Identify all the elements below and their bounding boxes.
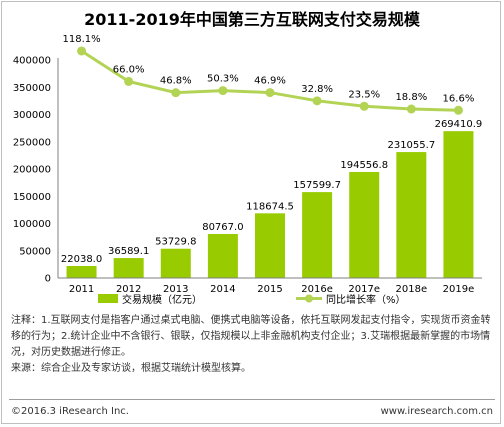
legend-bar-swatch [98, 294, 118, 303]
bar-value-label: 36589.1 [108, 246, 149, 257]
x-tick-label: 2014 [210, 284, 235, 295]
growth-line-series: 118.1% 66.0% 46.8% 50.3% 46.9% 32.8% 23.5% 18.8… [62, 34, 474, 115]
bar-value-label: 194556.8 [340, 160, 388, 171]
bar-2016e [302, 192, 333, 278]
bar-value-label: 80767.0 [202, 222, 243, 233]
bar-2015 [255, 213, 285, 278]
x-axis: 2011 2012 2013 2014 2015 2016e 2017e 2018e 2019e [58, 277, 482, 295]
bar-2017e [349, 171, 380, 278]
y-tick-label: 0 [45, 274, 51, 285]
bar-2014 [207, 233, 238, 278]
bar-2018e [396, 152, 427, 278]
x-tick-label: 2011 [69, 284, 94, 295]
growth-point-2012 [124, 76, 134, 86]
legend-line-marker [305, 294, 313, 303]
bar-value-label: 118674.5 [246, 201, 294, 212]
copyright: ©2016.3 iResearch Inc. [11, 406, 129, 417]
bar-series [66, 131, 474, 278]
x-tick-label: 2016e [301, 284, 333, 295]
x-tick-label: 2018e [396, 284, 428, 295]
y-tick-label: 350000 [13, 83, 51, 94]
growth-value-label: 50.3% [207, 74, 239, 85]
chart-note: 注释：1.互联网支付是指客户通过桌式电脑、便携式电脑等设备，依托互联网发起支付指… [11, 315, 491, 358]
growth-value-label: 46.8% [160, 76, 192, 87]
x-tick-label: 2013 [163, 284, 188, 295]
growth-value-label: 66.0% [113, 64, 145, 75]
chart-title: 2011-2019年中国第三方互联网支付交易规模 [84, 10, 420, 29]
growth-point-2018e [406, 104, 416, 114]
y-tick-label: 300000 [13, 110, 51, 121]
y-tick-label: 250000 [13, 137, 51, 148]
bar-2011 [66, 265, 97, 278]
growth-value-label: 16.6% [443, 93, 475, 104]
growth-point-2014 [218, 86, 228, 96]
website: www.iresearch.com.cn [380, 406, 493, 417]
y-axis: 400000 350000 300000 250000 200000 150000 1000… [13, 56, 59, 285]
x-tick-label: 2012 [116, 284, 141, 295]
chart-canvas: 400000 350000 300000 250000 200000 150000 1000… [13, 34, 482, 306]
bar-value-label: 22038.0 [61, 254, 102, 265]
y-tick-label: 50000 [19, 246, 51, 257]
y-tick-label: 150000 [13, 192, 51, 203]
growth-point-2011 [77, 46, 87, 56]
chart-source: 来源：综合企业及专家访谈，根据艾瑞统计模型核算。 [11, 363, 251, 374]
legend-bar-label: 交易规模（亿元） [122, 293, 202, 306]
legend: 交易规模（亿元） 同比增长率（%） [98, 293, 406, 306]
bar-value-label: 53729.8 [155, 237, 196, 248]
growth-point-2016e [312, 96, 322, 106]
bar-2012 [113, 258, 144, 278]
growth-value-label: 118.1% [62, 34, 100, 45]
bar-value-label: 157599.7 [293, 180, 341, 191]
footer-divider [9, 399, 495, 400]
growth-point-2013 [171, 88, 181, 98]
growth-point-2017e [359, 101, 369, 111]
growth-value-label: 18.8% [395, 92, 427, 103]
growth-value-label: 23.5% [348, 89, 380, 100]
bar-2013 [160, 248, 191, 278]
legend-line-label: 同比增长率（%） [326, 293, 406, 306]
x-tick-label: 2017e [348, 284, 380, 295]
bar-2019e [443, 131, 474, 278]
y-tick-label: 200000 [13, 165, 51, 176]
y-tick-label: 400000 [13, 56, 51, 67]
growth-point-2019e [453, 105, 463, 115]
bar-value-label: 269410.9 [435, 119, 483, 130]
growth-point-2015 [265, 88, 275, 98]
x-tick-label: 2019e [443, 284, 475, 295]
bar-value-label: 231055.7 [387, 140, 435, 151]
x-tick-label: 2015 [257, 284, 282, 295]
growth-value-label: 46.9% [254, 76, 286, 87]
growth-value-label: 32.8% [301, 84, 333, 95]
y-tick-label: 100000 [13, 219, 51, 230]
